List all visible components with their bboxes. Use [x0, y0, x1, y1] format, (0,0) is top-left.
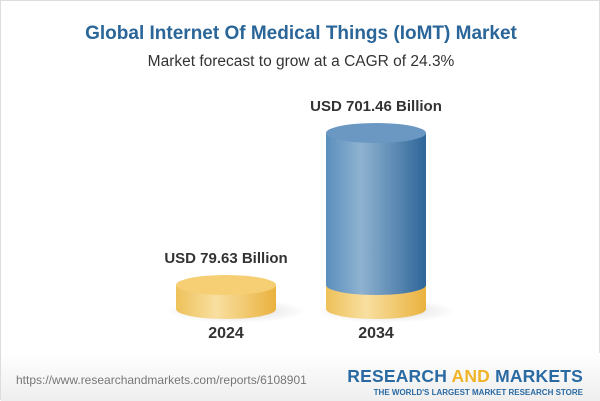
- logo-markets: MARKETS: [495, 366, 583, 386]
- logo-research: RESEARCH: [347, 366, 448, 386]
- footer: [1, 353, 600, 401]
- bar-2034: [326, 133, 426, 295]
- data-label-2034: USD 701.46 Billion: [310, 98, 442, 115]
- chart-subtitle: Market forecast to grow at a CAGR of 24.…: [147, 53, 455, 70]
- report-url[interactable]: https://www.researchandmarkets.com/repor…: [16, 373, 307, 387]
- bar-top-2024: [176, 275, 276, 295]
- chart-area: USD 79.63 Billion 2024 USD 701.46 Billion 2…: [164, 98, 456, 342]
- research-and-markets-logo: RESEARCH AND MARKETS THE WORLD'S LARGEST…: [347, 366, 583, 397]
- data-label-2024: USD 79.63 Billion: [164, 250, 287, 267]
- chart-title: Global Internet Of Medical Things (IoMT)…: [85, 23, 517, 44]
- logo-tagline: THE WORLD'S LARGEST MARKET RESEARCH STOR…: [373, 388, 583, 397]
- category-label-2024: 2024: [208, 325, 244, 342]
- bar-top-2034: [326, 123, 426, 143]
- category-label-2034: 2034: [358, 325, 394, 342]
- logo-and: AND: [451, 366, 490, 386]
